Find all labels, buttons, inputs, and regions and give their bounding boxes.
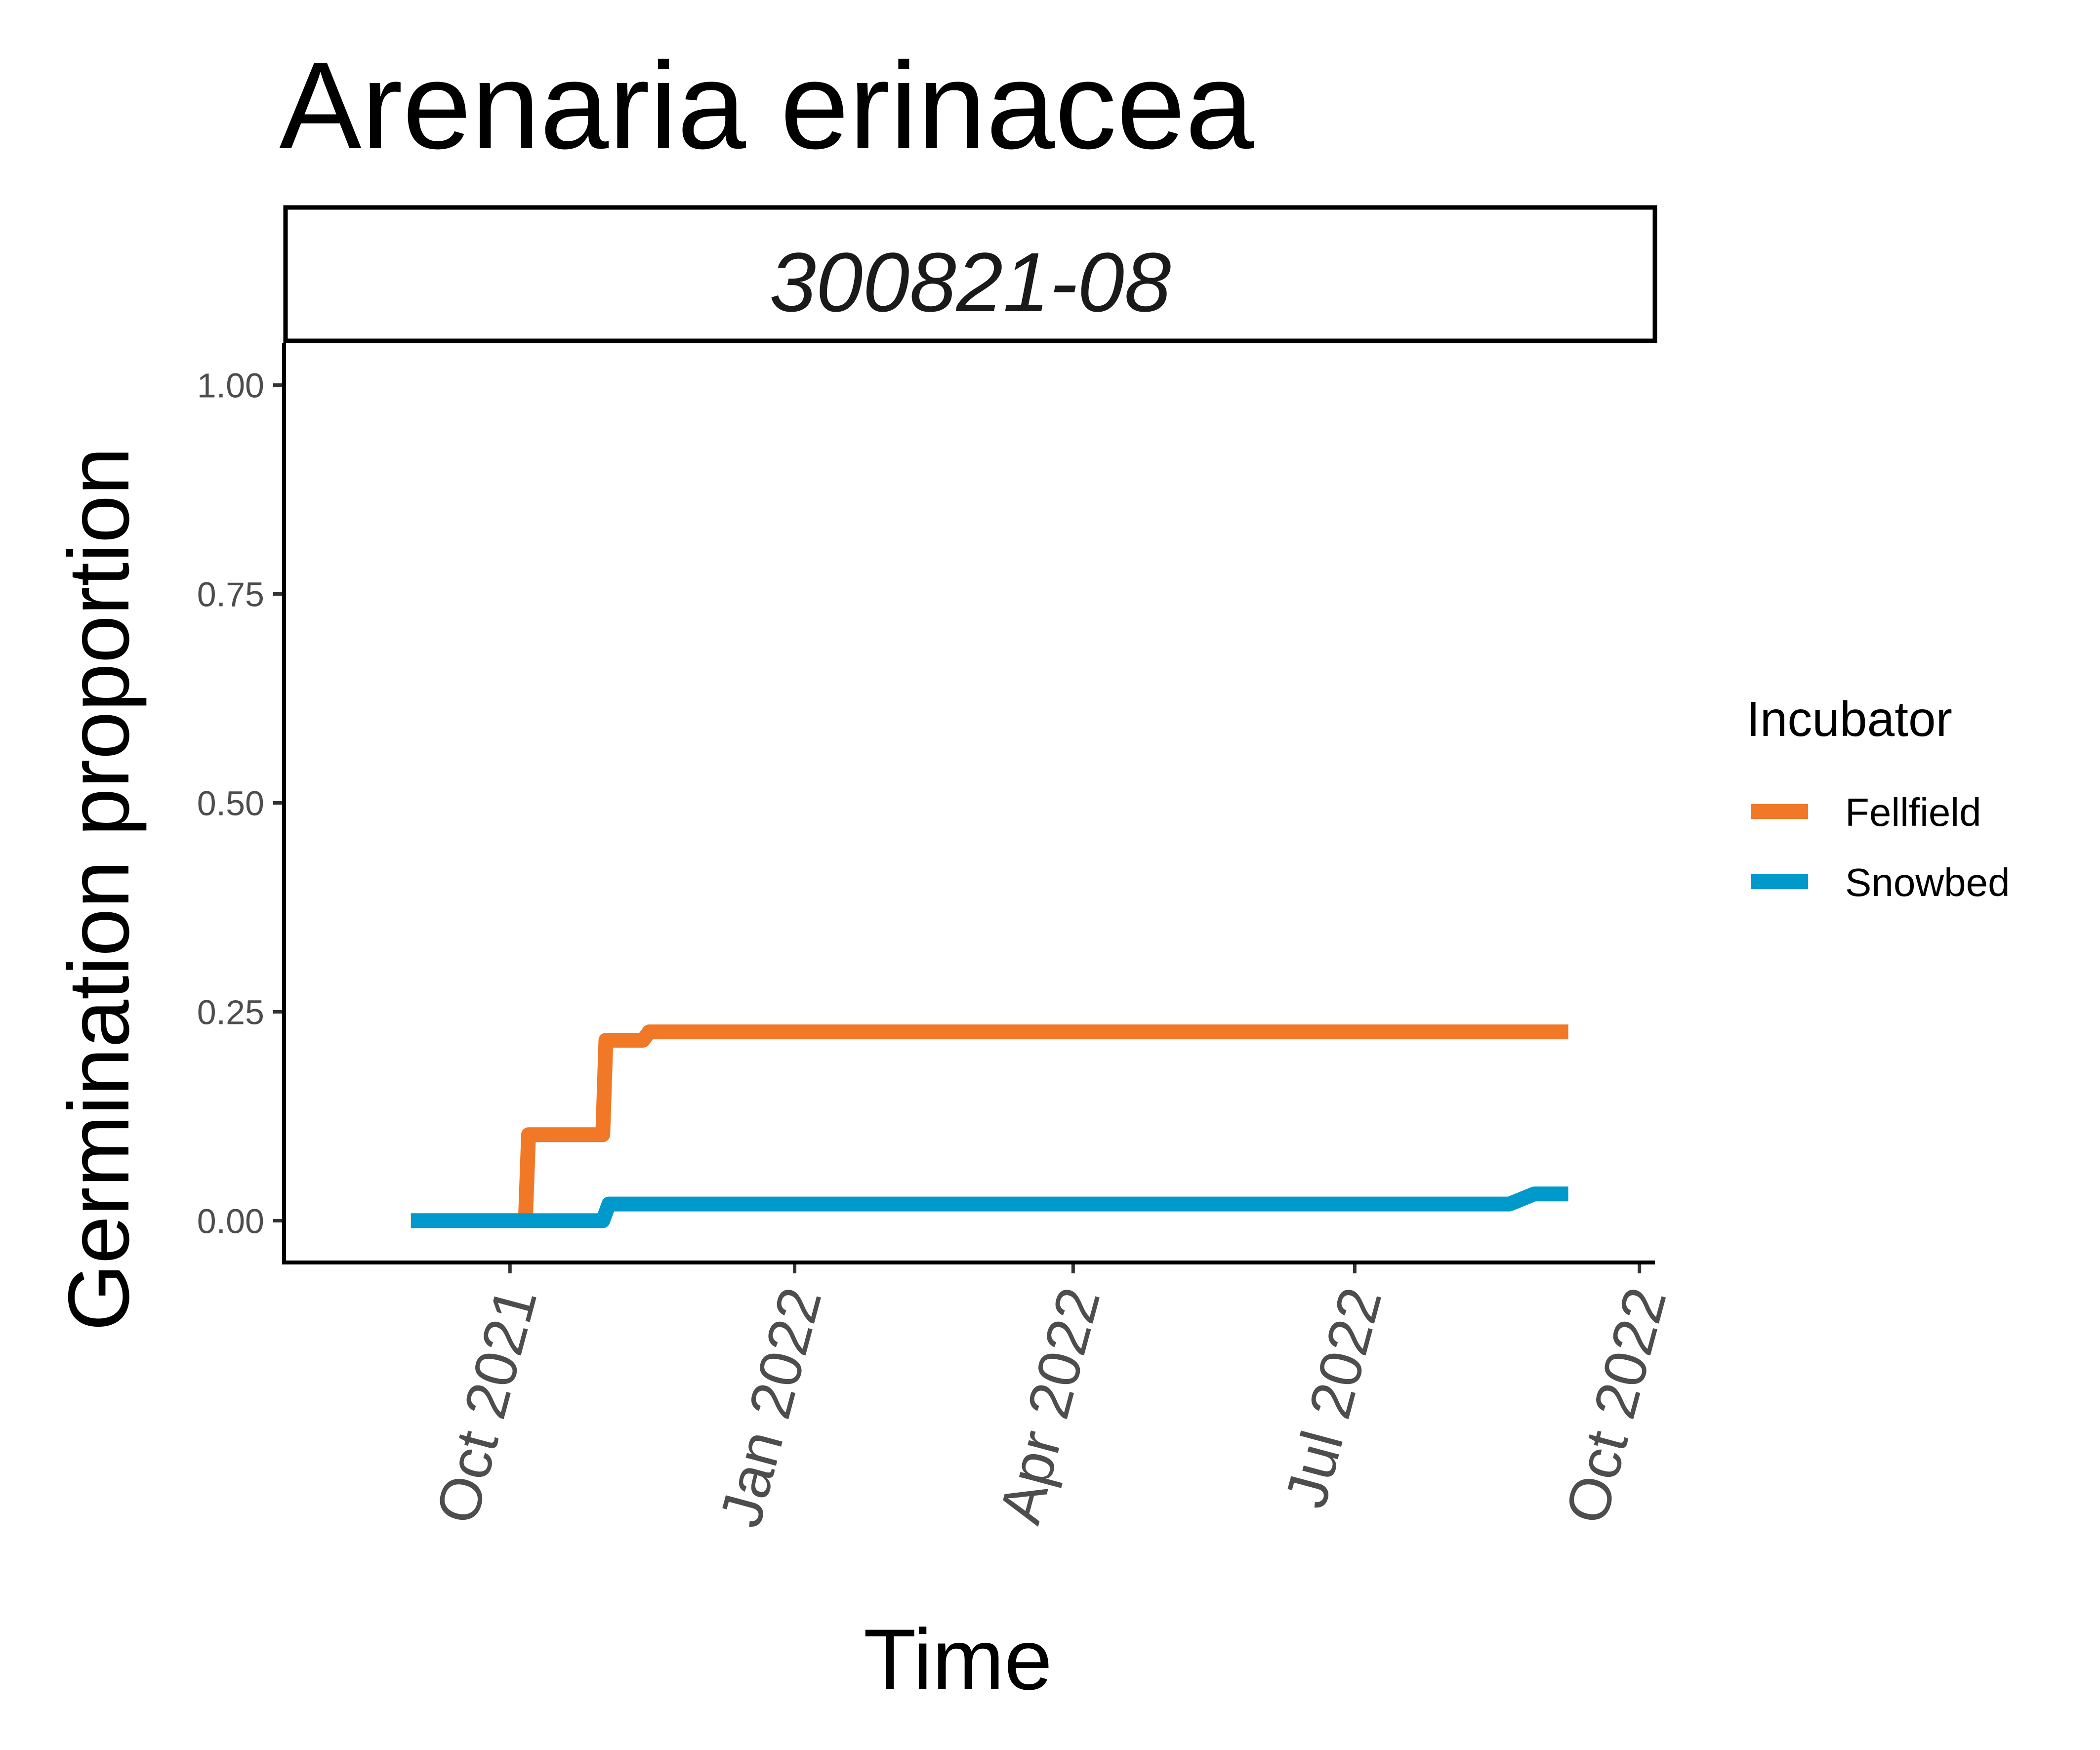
series-layer <box>411 1024 1568 1228</box>
x-tick-label: Oct 2022 <box>1553 1281 1679 1530</box>
x-tick-label: Jan 2022 <box>707 1281 834 1534</box>
facet-strip <box>283 205 1657 343</box>
x-axis-title: Time <box>864 1612 1052 1708</box>
y-tick-label: 0.00 <box>197 1202 264 1240</box>
y-tick-label: 0.50 <box>197 784 264 823</box>
series-line-fellfield <box>411 1024 1568 1228</box>
y-tick-label: 1.00 <box>197 366 264 405</box>
x-tick-label: Apr 2022 <box>987 1281 1112 1530</box>
y-axis-title: Germination proportion <box>51 447 147 1331</box>
legend-label-fellfield: Fellfield <box>1845 790 1981 834</box>
x-tick-label: Oct 2021 <box>423 1281 549 1530</box>
y-tick-label: 0.75 <box>197 575 264 614</box>
chart-title: Arenaria erinacea <box>279 37 1254 174</box>
series-line-snowbed <box>411 1186 1568 1228</box>
y-axis-ticks: 0.00 0.25 0.50 0.75 1.00 <box>197 366 284 1240</box>
legend-title: Incubator <box>1746 692 1952 747</box>
y-tick-label: 0.25 <box>197 993 264 1031</box>
legend-label-snowbed: Snowbed <box>1845 860 2010 904</box>
legend: Incubator Fellfield Snowbed <box>1746 692 2010 904</box>
x-axis-ticks: Oct 2021 Jan 2022 Apr 2022 Jul 2022 Oct 2022 <box>423 1262 1679 1534</box>
facet-label: 300821-08 <box>770 236 1171 329</box>
x-tick-label: Jul 2022 <box>1273 1281 1395 1514</box>
